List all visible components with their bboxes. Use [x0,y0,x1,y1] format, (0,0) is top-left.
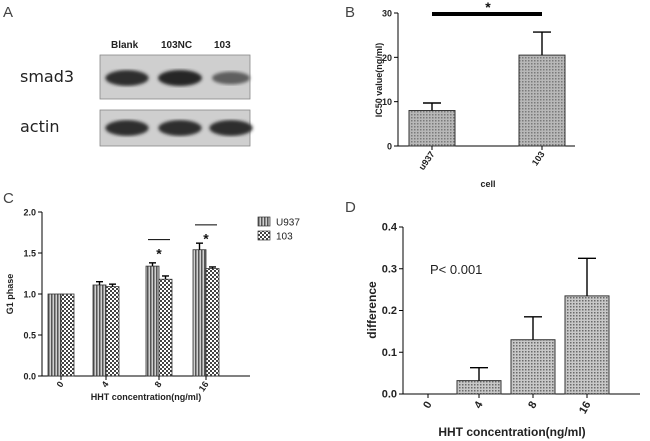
y-tick-label-b: 0 [387,142,392,152]
western-blot: Blank 103NC 103 smad3 actin [20,40,253,147]
y-axis-label-b: IC50 value(ng/ml) [374,43,384,118]
x-tick-label-c: 4 [100,379,111,389]
bar-d-4 [456,380,502,395]
x-tick-label-b: 103 [530,149,547,167]
x-axis-label-d: HHT concentration(ng/ml) [438,425,585,439]
x-tick-label-d: 4 [472,399,486,411]
x-tick-label-c: 0 [55,379,66,389]
y-tick-label-c: 1.0 [23,290,36,300]
lane-label-103nc: 103NC [161,40,192,51]
bar-c-103-8 [158,278,173,377]
bar-d-16 [564,295,610,395]
x-axis-label-b: cell [480,179,495,189]
x-tick-label-d: 8 [526,400,539,411]
band-actin-blank [105,120,149,136]
panel-label-d: D [345,199,356,216]
y-axis-label-c: G1 phase [5,274,15,315]
y-tick-label-c: 2.0 [23,208,36,218]
bar-c-U937-4 [92,284,107,377]
lane-label-103: 103 [214,40,231,51]
bar-d-8 [510,339,556,395]
band-smad3-103nc [158,70,202,86]
row-label-smad3: smad3 [20,67,74,86]
y-axis-label-d: difference [365,281,379,339]
panel-label-a: A [3,4,13,21]
y-tick-label-b: 30 [382,9,392,19]
legend-label-c-U937: U937 [276,218,300,229]
bar-b-103 [518,54,566,147]
band-smad3-103 [211,71,251,85]
legend-swatch-c-103 [257,230,271,241]
y-tick-label-c: 0.5 [23,331,36,341]
bar-c-103-0 [60,293,75,377]
legend-swatch-c-U937 [257,216,271,227]
bar-b-u937 [408,110,456,147]
bar-c-103-4 [105,286,120,377]
bar-c-U937-8 [145,265,160,377]
bar-c-103-16 [205,268,220,377]
y-tick-label-d: 0.4 [382,222,398,234]
bar-c-U937-16 [192,249,207,377]
bar-c-U937-0 [47,293,62,377]
band-smad3-blank [105,70,149,86]
panel-label-c: C [3,190,14,207]
x-tick-label-d: 0 [421,400,434,411]
chart-b: 0 10 20 30 u937 103 cell IC50 value(ng/ml) * [374,0,575,189]
lane-label-blank: Blank [111,40,139,51]
significance-star-c: * [156,245,162,261]
x-tick-label-b: u937 [417,149,437,172]
y-tick-label-d: 0.3 [382,263,397,275]
y-tick-label-c: 0.0 [23,372,36,382]
x-tick-label-c: 16 [197,379,211,393]
significance-star-b: * [485,0,491,15]
band-actin-103 [209,120,253,136]
significance-star-c: * [203,231,209,247]
row-label-actin: actin [20,117,59,136]
y-tick-label-c: 1.5 [23,249,36,259]
y-tick-label-d: 0.0 [382,389,397,401]
annotation-p-value: P< 0.001 [430,262,482,277]
y-tick-label-b: 10 [382,97,392,107]
panel-label-b: B [345,4,355,21]
x-tick-label-d: 16 [577,400,594,417]
x-axis-label-c: HHT concentration(ng/ml) [91,392,202,402]
y-tick-label-b: 20 [382,53,392,63]
y-tick-label-d: 0.1 [382,347,397,359]
y-tick-label-d: 0.2 [382,305,397,317]
chart-d: 0.0 0.1 0.2 0.3 0.4 0 4 8 16 HHT concentration(ng… [365,222,640,439]
x-tick-label-c: 8 [153,379,164,389]
legend-label-c-103: 103 [276,232,293,243]
chart-c: 0.0 0.5 1.0 1.5 2.0 0 4 8 16 * * HHT concentration(… [5,208,300,403]
band-actin-103nc [158,120,202,136]
